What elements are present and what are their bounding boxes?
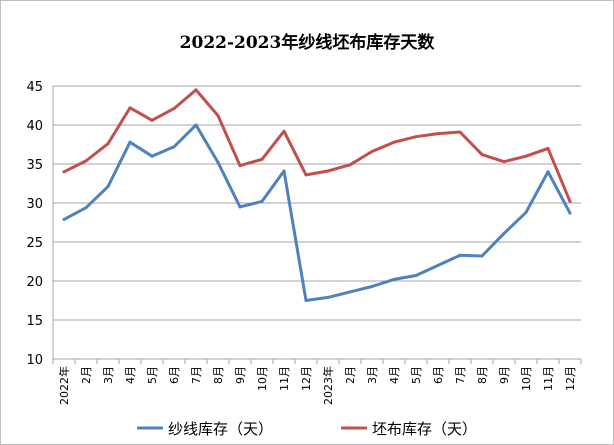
data-point xyxy=(568,211,572,215)
x-tick-label: 12月 xyxy=(564,366,577,391)
y-tick-label: 45 xyxy=(26,80,43,95)
legend-label-1: 坯布库存（天） xyxy=(372,420,477,438)
data-point xyxy=(216,160,220,164)
x-tick-label: 2月 xyxy=(344,366,357,384)
data-point xyxy=(370,284,374,288)
legend: 纱线库存（天） 坯布库存（天） xyxy=(137,420,477,438)
y-tick-label: 35 xyxy=(26,158,43,173)
x-tick-label: 2023年 xyxy=(321,366,335,405)
data-point xyxy=(546,146,550,150)
grid-lines xyxy=(53,85,581,360)
series-line-0 xyxy=(62,123,572,302)
data-point xyxy=(480,254,484,258)
data-point xyxy=(348,163,352,167)
x-tick-label: 9月 xyxy=(234,366,247,384)
data-point xyxy=(414,135,418,139)
x-tick-label: 3月 xyxy=(102,366,115,384)
data-point xyxy=(150,154,154,158)
y-tick-label: 15 xyxy=(26,314,43,329)
data-point xyxy=(260,157,264,161)
y-tick-label: 25 xyxy=(26,236,43,251)
data-point xyxy=(62,170,66,174)
data-point xyxy=(502,160,506,164)
data-point xyxy=(150,118,154,122)
data-point xyxy=(106,185,110,189)
x-tick-label: 8月 xyxy=(212,366,225,384)
y-axis-ticks: 10 15 20 25 30 35 40 45 xyxy=(26,80,43,368)
x-tick-label: 5月 xyxy=(410,366,423,384)
data-point xyxy=(414,274,418,278)
data-point xyxy=(326,169,330,173)
series-line-1 xyxy=(62,88,572,203)
data-point xyxy=(436,132,440,136)
x-tick-label: 11月 xyxy=(542,366,555,391)
data-point xyxy=(304,173,308,177)
x-tick-label: 2月 xyxy=(80,366,93,384)
y-tick-label: 20 xyxy=(26,275,43,290)
data-point xyxy=(128,140,132,144)
y-tick-label: 40 xyxy=(26,119,43,134)
data-point xyxy=(392,140,396,144)
data-point xyxy=(568,199,572,203)
legend-label-0: 纱线库存（天） xyxy=(168,420,273,438)
data-point xyxy=(458,130,462,134)
data-point xyxy=(194,88,198,92)
data-point xyxy=(436,263,440,267)
data-point xyxy=(282,169,286,173)
x-tick-label: 10月 xyxy=(520,366,533,391)
chart-title: 2022-2023年纱线坯布库存天数 xyxy=(179,33,435,53)
series-lines xyxy=(62,88,572,302)
data-point xyxy=(84,159,88,163)
data-point xyxy=(480,153,484,157)
data-point xyxy=(524,210,528,214)
data-point xyxy=(392,277,396,281)
x-tick-label: 6月 xyxy=(168,366,181,384)
x-tick-label: 11月 xyxy=(278,366,291,391)
data-point xyxy=(524,154,528,158)
x-tick-label: 12月 xyxy=(300,366,313,391)
data-point xyxy=(172,145,176,149)
data-point xyxy=(348,290,352,294)
data-point xyxy=(172,107,176,111)
x-tick-label: 8月 xyxy=(476,366,489,384)
data-point xyxy=(502,231,506,235)
data-point xyxy=(62,217,66,221)
x-tick-label: 5月 xyxy=(146,366,159,384)
y-tick-label: 30 xyxy=(26,197,43,212)
x-tick-label: 9月 xyxy=(498,366,511,384)
data-point xyxy=(238,164,242,168)
x-tick-label: 7月 xyxy=(454,366,467,384)
data-point xyxy=(282,129,286,133)
data-point xyxy=(238,205,242,209)
data-point xyxy=(128,106,132,110)
x-tick-label: 10月 xyxy=(256,366,269,391)
x-tick-label: 4月 xyxy=(124,366,137,384)
x-tick-label: 4月 xyxy=(388,366,401,384)
data-point xyxy=(84,206,88,210)
y-tick-label: 10 xyxy=(26,353,43,368)
x-tick-label: 6月 xyxy=(432,366,445,384)
x-axis: 2022年 2月 3月 4月 5月 6月 7月 8月 9月 10月 11月 12月 2023年 2月 3月 4… xyxy=(52,86,582,405)
data-point xyxy=(370,150,374,154)
data-point xyxy=(458,253,462,257)
data-point xyxy=(546,170,550,174)
x-tick-label: 7月 xyxy=(190,366,203,384)
data-point xyxy=(216,114,220,118)
data-point xyxy=(194,123,198,127)
data-point xyxy=(304,299,308,302)
x-tick-label: 3月 xyxy=(366,366,379,384)
x-tick-label: 2022年 xyxy=(57,366,71,405)
data-point xyxy=(106,142,110,146)
data-point xyxy=(326,295,330,299)
data-point xyxy=(260,199,264,203)
